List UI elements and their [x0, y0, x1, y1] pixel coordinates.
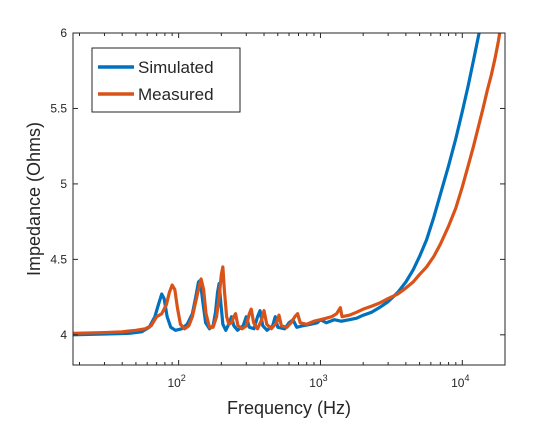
series-line-measured: [73, 33, 502, 335]
legend-label-simulated: Simulated: [138, 58, 214, 77]
y-tick-label: 5.5: [50, 101, 67, 115]
y-tick-label: 5: [60, 177, 67, 191]
legend-box: [91, 47, 241, 113]
x-axis-label: Frequency (Hz): [227, 398, 351, 418]
series-layer: [73, 33, 502, 337]
y-tick-label: 4.5: [50, 252, 67, 266]
y-axis-label: Impedance (Ohms): [24, 122, 44, 276]
legend: Simulated Measured: [91, 47, 241, 113]
legend-label-measured: Measured: [138, 85, 214, 104]
y-tick-label: 4: [60, 328, 67, 342]
y-tick-label: 6: [60, 26, 67, 40]
